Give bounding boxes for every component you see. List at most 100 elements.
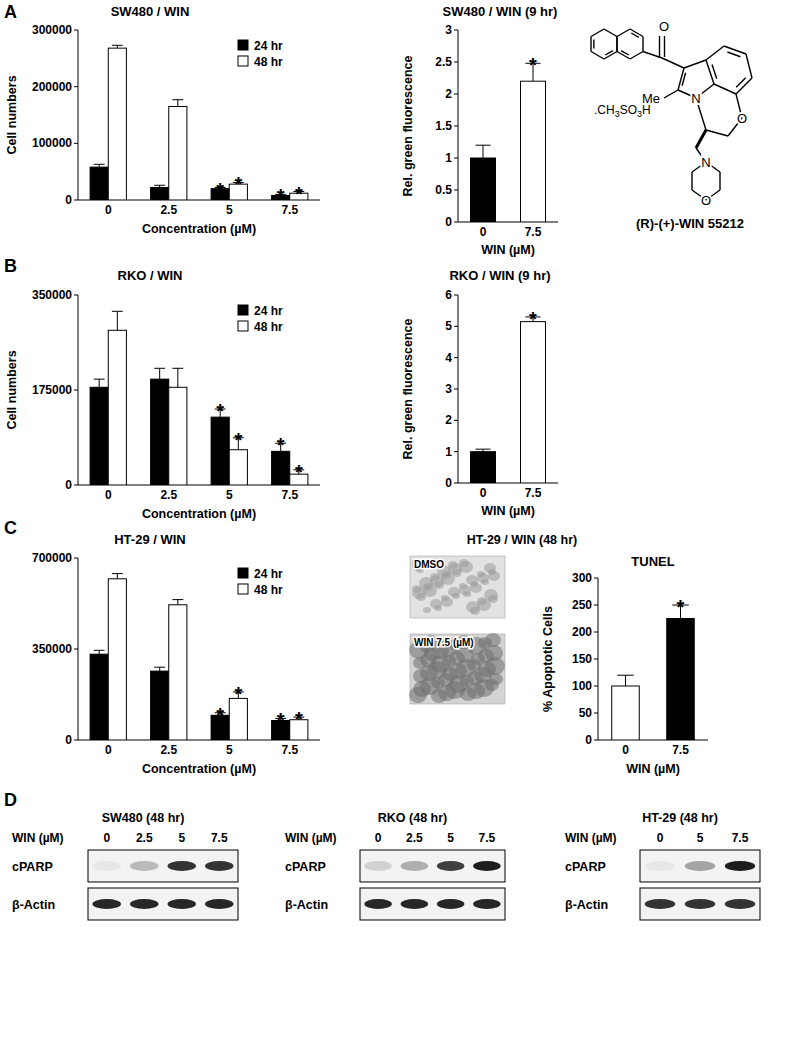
y-tick: [74, 558, 78, 559]
error-cap: [112, 45, 123, 46]
error-bar: [154, 185, 165, 187]
treatment-label: WIN (µM): [12, 831, 64, 845]
bond: [712, 64, 717, 78]
y-tick: [454, 389, 458, 390]
y-tick-label: 350000: [32, 642, 72, 656]
row-label: cPARP: [12, 860, 53, 874]
bond: [691, 172, 692, 190]
y-tick: [594, 632, 598, 633]
y-tick-label: 0: [585, 733, 592, 747]
treatment-label: WIN (µM): [565, 831, 617, 845]
legend-label: 24 hr: [254, 304, 283, 318]
legend: 24 hr 48 hr: [238, 567, 283, 597]
marks: [471, 317, 546, 483]
y-tick: [454, 483, 458, 484]
x-tick-label: 7.5: [525, 225, 542, 239]
error-cap: [172, 599, 183, 600]
bar: [471, 452, 496, 483]
chart-title: HT-29 / WIN: [114, 532, 186, 547]
y-axis: [78, 295, 79, 485]
significance-star: *: [234, 173, 242, 195]
bond: [605, 51, 613, 55]
micrograph-title: HT-29 / WIN (48 hr): [467, 533, 577, 547]
blot-frame: [640, 850, 760, 882]
x-axis-label: Concentration (µM): [142, 222, 256, 236]
y-tick-label: 0.5: [435, 183, 452, 197]
bond: [590, 37, 591, 52]
bond: [724, 46, 746, 54]
y-tick-label: 2: [445, 413, 452, 427]
bond: [630, 52, 643, 60]
y-tick: [454, 420, 458, 421]
significance-star: *: [277, 709, 285, 731]
chart-title: TUNEL: [631, 554, 674, 569]
error-bar: [112, 45, 123, 48]
cell-texture: [481, 579, 489, 585]
compound-name: (R)-(+)-WIN 55212: [636, 216, 744, 231]
significance-star: *: [234, 683, 242, 705]
significance-star: *: [216, 179, 224, 201]
error-bar: [476, 449, 491, 452]
salt-part: S: [620, 103, 628, 117]
bar: [108, 579, 126, 740]
y-tick-label: 300000: [32, 23, 72, 37]
y-tick-label: 150: [572, 652, 592, 666]
chart: HT-29 / WIN035000070000002.557.5Concentr…: [32, 532, 320, 776]
chart: SW480 / WIN (9 hr)00.511.522.5307.5WIN (…: [401, 4, 558, 257]
bar: [90, 387, 108, 485]
atom-label: N: [701, 155, 710, 170]
row-label: cPARP: [565, 860, 606, 874]
chart: RKO / WIN (9 hr)012345607.5WIN (µM)Rel. …: [401, 268, 558, 518]
legend-swatch: [238, 40, 248, 50]
y-tick-label: 0: [65, 733, 72, 747]
y-tick: [594, 605, 598, 606]
micrograph-frame: [410, 634, 505, 704]
band: [473, 861, 501, 871]
x-tick-label: 0: [622, 743, 629, 757]
cell-texture: [416, 593, 426, 601]
chart: SW480 / WIN010000020000030000002.557.5Co…: [5, 4, 320, 236]
legend-label: 24 hr: [254, 567, 283, 581]
x-tick-label: 7.5: [281, 743, 298, 757]
band: [205, 899, 234, 909]
x-axis-label: WIN (µM): [481, 504, 535, 518]
y-tick: [454, 94, 458, 95]
y-tick: [594, 659, 598, 660]
x-tick-label: 7.5: [525, 486, 542, 500]
chart-title: RKO / WIN (9 hr): [449, 268, 550, 283]
chart: TUNEL05010015020025030007.5WIN (µM)% Apo…: [541, 554, 708, 776]
bar: [667, 619, 695, 741]
legend-swatch: [238, 584, 248, 594]
bar: [521, 81, 546, 222]
bar: [90, 654, 108, 740]
error-bar: [172, 100, 183, 107]
significance-star: *: [677, 596, 685, 618]
panel-label: B: [4, 256, 17, 276]
y-tick: [454, 295, 458, 296]
blot: HT-29 (48 hr)WIN (µM)057.5cPARPβ-Actin: [565, 811, 760, 920]
x-axis-label: WIN (µM): [481, 243, 535, 257]
bond: [616, 37, 617, 52]
bar: [169, 107, 187, 201]
y-tick-label: 200: [572, 625, 592, 639]
significance-star: *: [295, 183, 303, 205]
error-cap: [154, 667, 165, 668]
y-tick: [74, 30, 78, 31]
error-bar: [94, 650, 105, 654]
micrograph: DMSO: [410, 556, 505, 618]
y-tick: [74, 295, 78, 296]
marks: [90, 45, 308, 200]
cell-texture: [413, 657, 427, 669]
chart-title: SW480 / WIN: [111, 4, 190, 19]
legend-label: 48 hr: [254, 583, 283, 597]
y-tick: [454, 30, 458, 31]
y-tick: [454, 190, 458, 191]
y-tick-label: 300: [572, 571, 592, 585]
y-tick: [454, 62, 458, 63]
band: [364, 861, 392, 871]
y-tick: [454, 158, 458, 159]
error-cap: [154, 368, 165, 369]
bar: [151, 671, 169, 740]
band: [93, 861, 122, 871]
y-tick-label: 3: [445, 23, 452, 37]
